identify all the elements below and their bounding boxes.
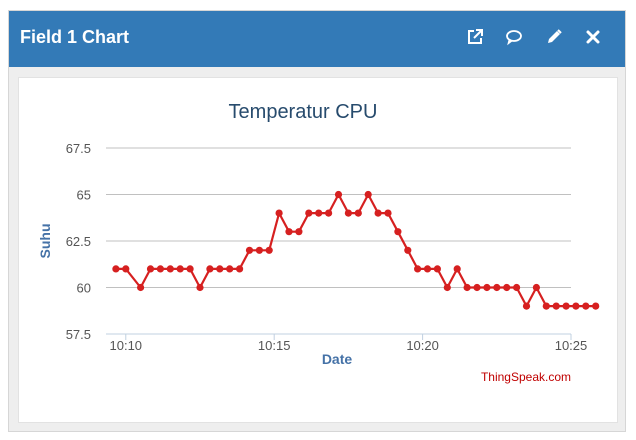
data-point[interactable] [374, 209, 382, 217]
data-point[interactable] [582, 302, 590, 310]
chart-title: Temperatur CPU [229, 101, 378, 123]
data-point[interactable] [513, 283, 521, 292]
data-point[interactable] [112, 265, 120, 273]
data-point[interactable] [542, 302, 550, 310]
chart-card: 57.5 60 62.5 65 67.5 10:10 10:15 10:20 10:25 Te… [18, 77, 618, 423]
data-point[interactable] [226, 265, 234, 273]
data-point[interactable] [503, 283, 511, 292]
data-point[interactable] [265, 246, 273, 254]
data-point[interactable] [344, 209, 352, 217]
data-point[interactable] [206, 265, 214, 273]
data-point[interactable] [552, 302, 560, 310]
data-point[interactable] [453, 265, 461, 273]
widget-header: Field 1 Chart [9, 11, 625, 67]
data-point[interactable] [137, 283, 145, 292]
widget-title: Field 1 Chart [20, 27, 130, 47]
pencil-icon[interactable] [542, 25, 566, 49]
data-point[interactable] [433, 265, 441, 273]
external-link-icon[interactable] [463, 25, 487, 49]
data-point[interactable] [315, 209, 323, 217]
x-tick-label: 10:15 [258, 338, 291, 353]
data-point[interactable] [176, 265, 184, 273]
data-point[interactable] [532, 283, 541, 292]
data-point[interactable] [473, 283, 481, 292]
y-tick-label: 57.5 [66, 327, 91, 342]
data-point[interactable] [295, 228, 303, 236]
data-point[interactable] [592, 302, 600, 310]
data-point[interactable] [522, 302, 531, 310]
data-point[interactable] [334, 190, 343, 199]
data-point[interactable] [186, 265, 194, 273]
x-tick-label: 10:10 [110, 338, 143, 353]
data-point[interactable] [423, 265, 432, 273]
data-point[interactable] [562, 302, 570, 310]
chart: 57.5 60 62.5 65 67.5 10:10 10:15 10:20 10:25 Te… [37, 101, 600, 384]
x-axis-label: Date [322, 351, 353, 367]
y-tick-label: 67.5 [66, 141, 91, 156]
data-point[interactable] [255, 246, 263, 254]
data-point[interactable] [394, 228, 402, 236]
data-point[interactable] [364, 190, 372, 199]
data-point[interactable] [216, 265, 224, 273]
data-point[interactable] [285, 228, 293, 236]
data-point[interactable] [572, 302, 580, 310]
data-point[interactable] [354, 209, 362, 217]
data-point[interactable] [156, 265, 164, 273]
x-tick-label: 10:20 [406, 338, 439, 353]
data-point[interactable] [443, 283, 451, 292]
data-point[interactable] [483, 283, 491, 292]
data-point[interactable] [275, 209, 283, 217]
data-point[interactable] [414, 265, 422, 273]
data-point[interactable] [122, 265, 130, 273]
y-tick-label: 62.5 [66, 234, 91, 249]
data-point[interactable] [146, 265, 155, 273]
x-tick-label: 10:25 [555, 338, 588, 353]
data-point[interactable] [236, 265, 244, 273]
data-point[interactable] [463, 283, 471, 292]
y-axis-label: Suhu [37, 224, 53, 259]
data-point[interactable] [493, 283, 501, 292]
chart-widget: Field 1 Chart 5 [8, 10, 626, 432]
data-point[interactable] [404, 246, 412, 254]
comment-icon[interactable] [502, 25, 526, 49]
close-icon[interactable] [581, 25, 605, 49]
data-point[interactable] [166, 265, 174, 273]
y-tick-label: 65 [77, 188, 91, 203]
y-tick-label: 60 [77, 281, 91, 296]
data-point[interactable] [325, 209, 333, 217]
data-point[interactable] [245, 246, 254, 254]
credit-link[interactable]: ThingSpeak.com [481, 370, 571, 384]
data-point[interactable] [384, 209, 392, 217]
data-point[interactable] [305, 209, 313, 217]
data-point[interactable] [196, 283, 204, 292]
